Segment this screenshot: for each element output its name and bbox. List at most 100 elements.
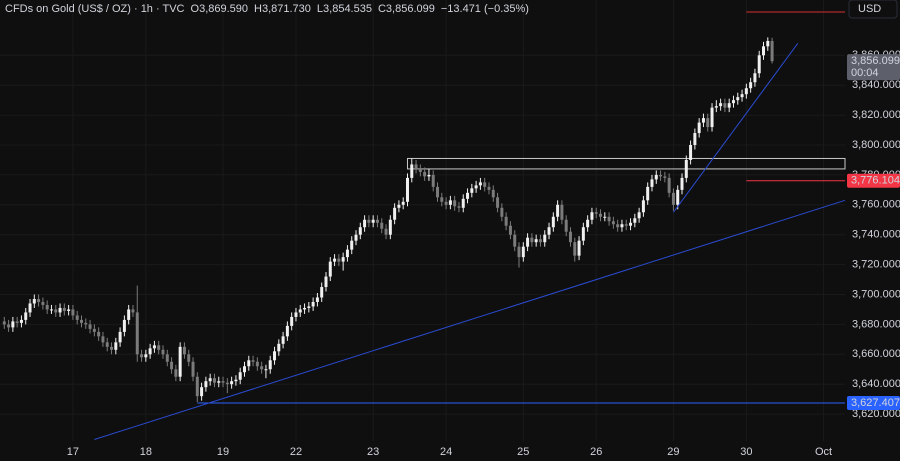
candle-body [701, 118, 705, 123]
candle-body [2, 321, 6, 325]
candle-body [723, 103, 727, 108]
candle-body [586, 219, 590, 228]
candle-body [350, 240, 354, 250]
candle-body [457, 206, 461, 208]
candle-body [131, 309, 135, 313]
candle-body [616, 224, 620, 228]
candle-body [281, 336, 285, 344]
candle-body [200, 387, 204, 397]
candle-body [453, 200, 457, 207]
candle-body [230, 381, 234, 385]
candle-body [483, 182, 487, 187]
candle-body [461, 198, 465, 208]
candle-body [371, 219, 375, 223]
candle-body [7, 324, 11, 328]
candle-body [242, 366, 246, 373]
candle-body [204, 381, 208, 388]
candle-body [727, 103, 731, 108]
candle-body [264, 369, 268, 371]
candle-body [45, 304, 49, 310]
candle-body [526, 237, 530, 247]
candle-body [49, 309, 53, 311]
open-label: O [191, 3, 200, 15]
candle-body [573, 242, 577, 256]
candle-body [333, 258, 337, 262]
candle-body [273, 351, 277, 361]
candle-body [298, 309, 302, 313]
candle-body [581, 227, 585, 241]
price-label-box [847, 54, 900, 81]
candle-body [671, 192, 675, 205]
candle-body [405, 177, 409, 202]
candle-body [238, 372, 242, 380]
candle-body [161, 349, 165, 355]
currency-box[interactable] [848, 0, 898, 19]
candle-body [393, 207, 397, 220]
candle-body [436, 186, 440, 198]
close-value: 3,856.099 [386, 3, 435, 15]
candle-body [307, 306, 311, 308]
candle-body [247, 360, 251, 367]
candle-body [221, 381, 225, 383]
candle-body [466, 192, 470, 199]
candle-body [710, 107, 714, 128]
candle-body [191, 361, 195, 377]
candle-body [676, 189, 680, 205]
currency[interactable]: USD [858, 3, 881, 15]
candle-body [744, 88, 748, 95]
candle-body [354, 234, 358, 241]
candle-body [663, 176, 667, 178]
candle-body [731, 100, 735, 104]
candle-body [285, 325, 289, 337]
candle-body [212, 378, 216, 383]
candle-body [92, 328, 96, 332]
candle-body [217, 381, 221, 383]
candle-body [41, 301, 45, 305]
candle-body [315, 297, 319, 302]
candle-body [140, 354, 144, 358]
candle-body [564, 219, 568, 232]
x-tick-label: 29 [667, 446, 679, 458]
candle-body [170, 361, 174, 370]
candle-body [513, 234, 517, 247]
high-value: 3,871.730 [262, 3, 311, 15]
candle-body [633, 218, 637, 223]
candle-body [255, 361, 259, 367]
candle-body [431, 174, 435, 187]
x-tick-label: 24 [440, 446, 452, 458]
y-tick-label: 3,820.000 [852, 109, 900, 121]
candle-body [234, 379, 238, 382]
candle-body [328, 261, 332, 277]
candle-body [28, 303, 32, 313]
trendline [673, 43, 799, 213]
candle-body [268, 360, 272, 370]
candle-body [367, 219, 371, 223]
open-value: 3,869.590 [199, 3, 248, 15]
y-tick-label: 3,700.000 [852, 288, 900, 300]
candle-body [706, 118, 710, 128]
candle-body [187, 354, 191, 362]
candle-body [97, 331, 101, 337]
candle-body [607, 216, 611, 222]
trendline [94, 199, 846, 440]
y-tick-label: 3,740.000 [852, 229, 900, 241]
candle-body [101, 336, 105, 343]
y-tick-label: 3,660.000 [852, 348, 900, 360]
candle-body [620, 224, 624, 228]
candle-body [118, 331, 122, 343]
candle-body [517, 246, 521, 258]
candle-body [590, 212, 594, 220]
candle-body [79, 319, 83, 323]
price-label: 3,776.104 [851, 175, 900, 187]
candle-body [530, 237, 534, 243]
x-tick-label: 18 [140, 446, 152, 458]
candle-body [594, 212, 598, 214]
candle-body [127, 309, 131, 320]
candle-body [294, 312, 298, 317]
y-tick-label: 3,720.000 [852, 259, 900, 271]
candle-body [577, 240, 581, 256]
candle-body [757, 55, 761, 74]
candle-body [208, 378, 212, 382]
candle-body [762, 46, 766, 56]
